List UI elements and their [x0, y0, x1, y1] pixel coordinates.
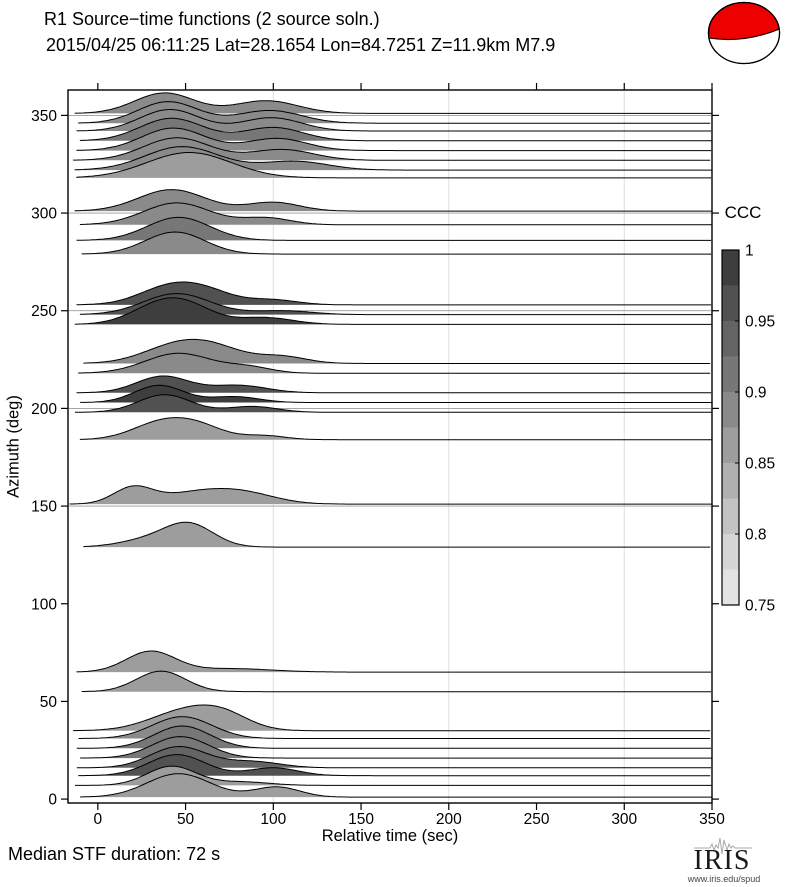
stf-trace-az-346 [78, 101, 711, 124]
colorbar-segment [722, 534, 739, 570]
stf-trace-az-1 [79, 773, 712, 798]
stf-trace-az-286 [76, 216, 712, 241]
colorbar-segment [722, 321, 739, 357]
stf-trace-az-208 [76, 375, 712, 394]
x-tick-label: 300 [611, 811, 637, 828]
colorbar-tick-label: 0.95 [745, 314, 775, 331]
x-tick-label: 100 [260, 811, 286, 828]
event-info-line: 2015/04/25 06:11:25 Lat=28.1654 Lon=84.7… [46, 35, 556, 55]
x-tick-label: 50 [177, 811, 195, 828]
stf-trace-az-351 [74, 92, 712, 114]
x-tick-label: 200 [436, 811, 462, 828]
y-tick-label: 300 [31, 206, 57, 223]
stf-trace-az-16 [76, 746, 712, 769]
stf-trace-az-337 [79, 117, 712, 142]
x-axis-label: Relative time (sec) [321, 827, 459, 845]
y-axis-label: Azimuth (deg) [4, 395, 23, 498]
colorbar-tick-label: 0.9 [745, 385, 767, 402]
stf-trace-az-253 [76, 281, 712, 306]
stf-trace-az-7 [75, 765, 712, 786]
stf-trace-az-203 [79, 384, 712, 403]
iris-url: www.iris.edu/spud [687, 874, 761, 884]
stf-trace-az-31 [78, 716, 711, 739]
x-tick-label: 0 [94, 811, 103, 828]
stf-trace-az-26 [76, 725, 712, 749]
stf-trace-az-184 [79, 417, 712, 441]
y-tick-label: 250 [31, 303, 57, 320]
colorbar-frame [721, 249, 740, 606]
colorbar-segment [722, 498, 739, 535]
y-tick-label: 200 [31, 401, 57, 418]
y-tick-label: 150 [31, 499, 57, 516]
stf-trace-az-35 [72, 704, 711, 732]
stf-trace-az-279 [81, 231, 712, 255]
colorbar-segment [722, 285, 739, 322]
x-tick-label: 350 [699, 811, 725, 828]
colorbar-segment [722, 427, 739, 464]
stf-trace-az-301 [74, 189, 712, 212]
colorbar-segment [722, 392, 739, 428]
stf-trace-az-332 [76, 127, 712, 152]
stf-trace-az-327 [72, 137, 711, 161]
colorbar-tick-label: 0.75 [745, 598, 775, 615]
colorbar-segment [722, 250, 739, 286]
stf-trace-az-223 [83, 338, 711, 364]
x-tick-label: 250 [524, 811, 550, 828]
median-duration-note: Median STF duration: 72 s [8, 844, 221, 864]
stf-trace-az-294 [79, 202, 712, 226]
plot-title: R1 Source−time functions (2 source soln.… [44, 9, 380, 29]
stf-trace-az-198 [74, 394, 712, 413]
stf-trace-az-55 [81, 670, 712, 693]
stf-trace-az-65 [76, 650, 712, 673]
iris-seismogram-icon [694, 837, 752, 855]
stf-trace-az-318 [76, 152, 712, 179]
beachball-nodal-line [708, 28, 780, 41]
plot-frame [67, 89, 713, 804]
colorbar-tick-label: 1 [745, 243, 754, 260]
colorbar-segment [722, 356, 739, 393]
y-tick-label: 100 [31, 596, 57, 613]
colorbar-tick-label: 0.8 [745, 527, 767, 544]
y-tick-label: 350 [31, 108, 57, 125]
x-tick-label: 150 [348, 811, 374, 828]
y-tick-label: 0 [48, 792, 57, 809]
beachball-lower-hemisphere [708, 29, 780, 64]
stf-trace-az-21 [79, 736, 712, 759]
stf-trace-az-342 [76, 109, 712, 132]
colorbar-label: CCC [724, 203, 762, 222]
stf-trace-az-12 [78, 754, 711, 777]
stf-trace-az-151 [69, 485, 712, 505]
stf-trace-az-218 [78, 352, 711, 374]
beachball-outline [707, 1, 781, 65]
y-tick-label: 50 [40, 694, 58, 711]
colorbar-segment [722, 569, 739, 606]
colorbar-tick-label: 0.85 [745, 456, 775, 473]
stf-trace-az-129 [83, 521, 711, 548]
iris-logo: IRIS [693, 845, 751, 876]
stf-trace-az-243 [74, 297, 712, 325]
colorbar-segment [722, 463, 739, 499]
